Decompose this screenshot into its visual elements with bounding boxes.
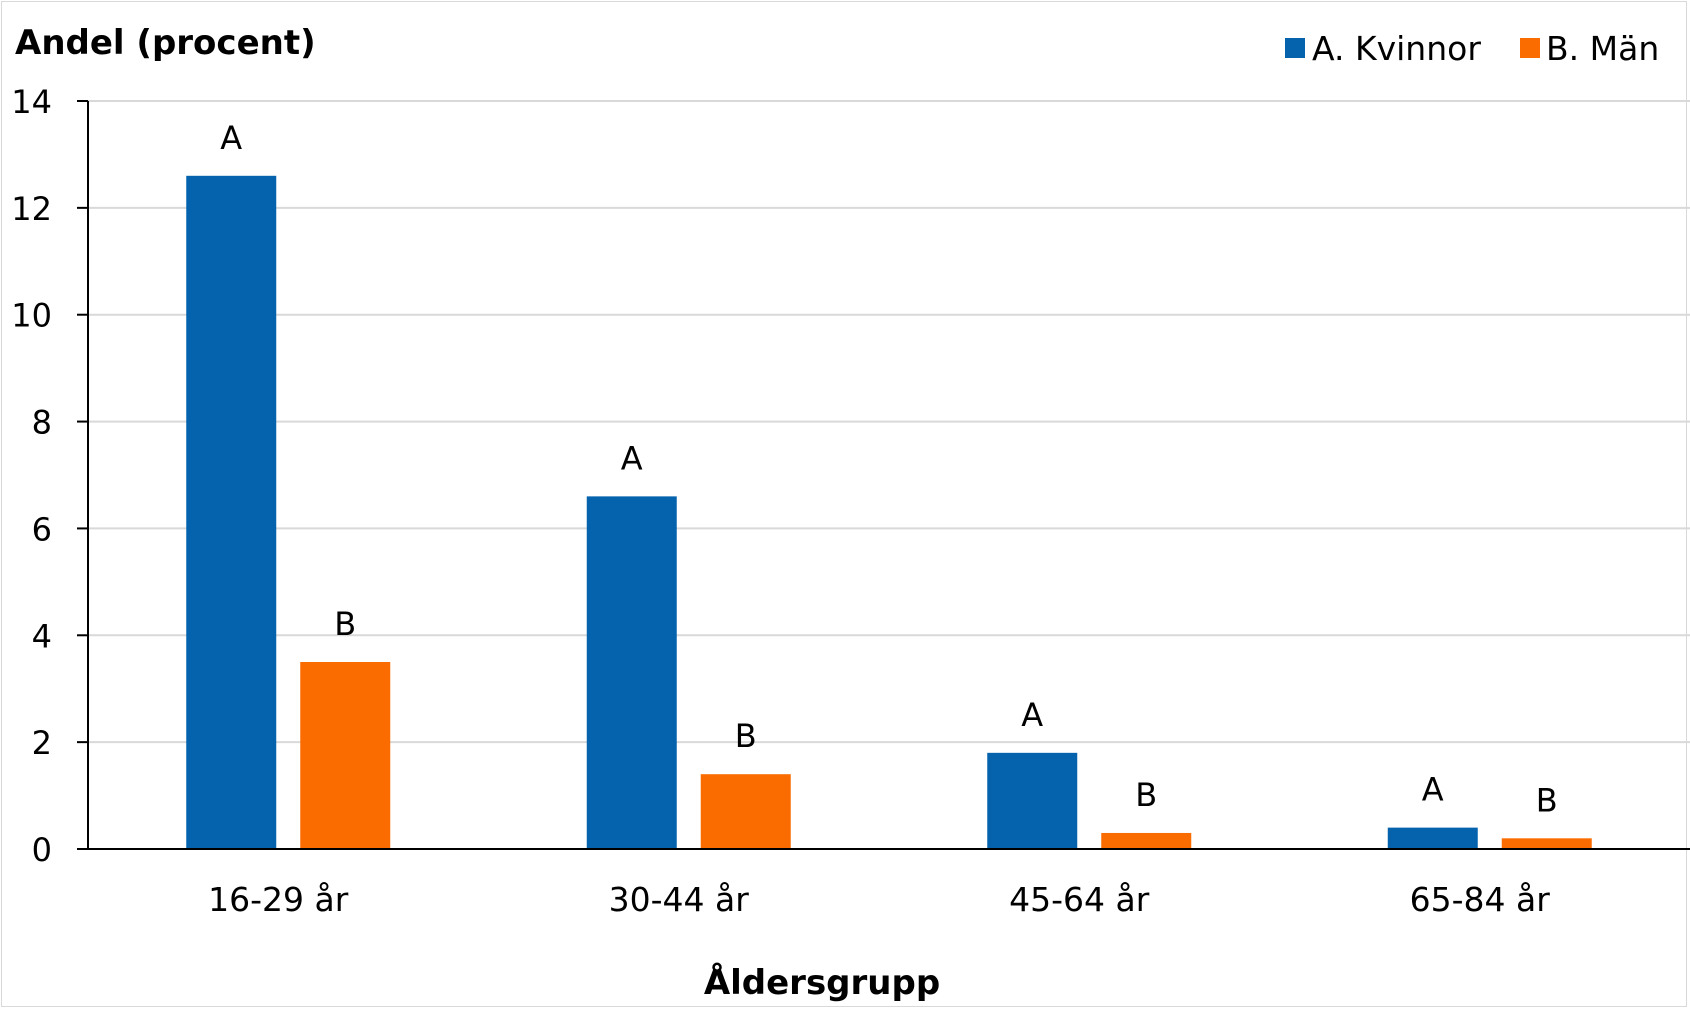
bar <box>1387 827 1478 849</box>
y-tick-label: 6 <box>32 510 52 548</box>
y-tick-label: 0 <box>32 831 52 869</box>
bar <box>586 496 677 849</box>
bar <box>1501 838 1592 849</box>
x-tick-label: 30-44 år <box>609 880 750 919</box>
bar <box>300 662 391 849</box>
y-tick-label: 2 <box>32 724 52 762</box>
bar <box>1101 832 1192 849</box>
x-tick-label: 16-29 år <box>208 880 349 919</box>
bar-label: A <box>621 439 643 477</box>
bar-label: A <box>220 119 242 157</box>
y-tick-label: 8 <box>32 404 52 442</box>
bar-labels: A B A B A B A B <box>220 119 1557 820</box>
bar-label: A <box>1422 771 1444 809</box>
x-axis-title: Åldersgrupp <box>704 962 940 1003</box>
y-tick-label: 4 <box>32 617 52 655</box>
y-axis-title: Andel (procent) <box>15 23 316 63</box>
y-tick-label: 12 <box>11 190 52 228</box>
legend: A. Kvinnor B. Män <box>1285 29 1659 68</box>
axes: 0 2 4 6 8 10 12 14 16-29 år 30-44 år 45-64 år 65-84… <box>11 83 1690 919</box>
y-tick-label: 10 <box>11 297 52 335</box>
x-tick-label: 45-64 år <box>1009 880 1150 919</box>
bar-label: B <box>334 605 356 643</box>
bar-label: B <box>1536 781 1558 819</box>
legend-label-kvinnor: A. Kvinnor <box>1312 29 1481 68</box>
x-tick-label: 65-84 år <box>1410 880 1551 919</box>
bar <box>987 752 1078 849</box>
legend-swatch-kvinnor <box>1285 38 1305 58</box>
bar <box>700 774 791 849</box>
bars <box>186 175 1592 850</box>
gridlines <box>88 100 1690 744</box>
bar-label: B <box>735 717 757 755</box>
y-tick-label: 14 <box>11 83 52 121</box>
legend-label-man: B. Män <box>1546 29 1659 68</box>
legend-swatch-man <box>1520 38 1540 58</box>
bar-label: A <box>1021 696 1043 734</box>
bar <box>186 175 277 850</box>
bar-label: B <box>1135 776 1157 814</box>
